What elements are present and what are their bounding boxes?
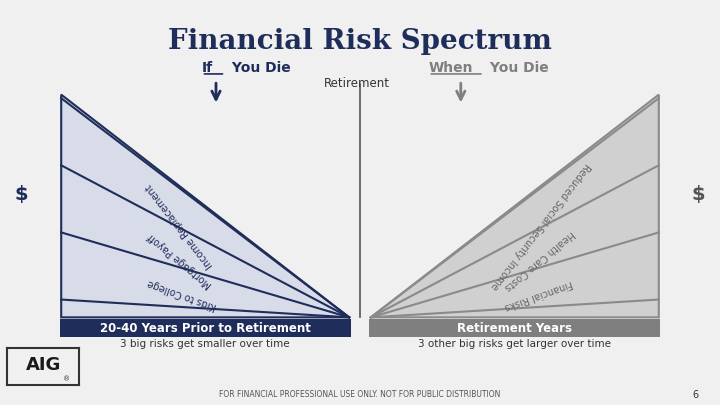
Text: Retirement Years: Retirement Years (457, 322, 572, 335)
Text: You Die: You Die (227, 61, 291, 75)
Text: Mortgage Payoff: Mortgage Payoff (147, 231, 215, 290)
Text: 20-40 Years Prior to Retirement: 20-40 Years Prior to Retirement (100, 322, 310, 335)
Text: FOR FINANCIAL PROFESSIONAL USE ONLY. NOT FOR PUBLIC DISTRIBUTION: FOR FINANCIAL PROFESSIONAL USE ONLY. NOT… (220, 390, 500, 399)
Text: When: When (428, 61, 473, 75)
Text: $: $ (15, 185, 28, 204)
Text: Health Care Costs: Health Care Costs (503, 228, 577, 292)
Text: 3 other big risks get larger over time: 3 other big risks get larger over time (418, 339, 611, 349)
Text: $: $ (692, 185, 705, 204)
Text: If: If (202, 61, 212, 75)
Polygon shape (371, 95, 659, 318)
Polygon shape (61, 95, 349, 318)
Text: You Die: You Die (485, 61, 549, 75)
Text: Kids to College: Kids to College (146, 277, 217, 311)
FancyBboxPatch shape (60, 319, 351, 337)
Text: Financial Risk Spectrum: Financial Risk Spectrum (168, 28, 552, 55)
Text: Reduced Social Security Income: Reduced Social Security Income (489, 161, 592, 291)
Text: ®: ® (63, 376, 70, 382)
Text: Income Replacement: Income Replacement (144, 182, 215, 270)
FancyBboxPatch shape (369, 319, 660, 337)
Text: 6: 6 (692, 390, 698, 400)
Text: AIG: AIG (25, 356, 61, 374)
Text: Retirement: Retirement (323, 77, 390, 90)
Text: Financial Risks: Financial Risks (503, 278, 574, 311)
Text: 3 big risks get smaller over time: 3 big risks get smaller over time (120, 339, 290, 349)
